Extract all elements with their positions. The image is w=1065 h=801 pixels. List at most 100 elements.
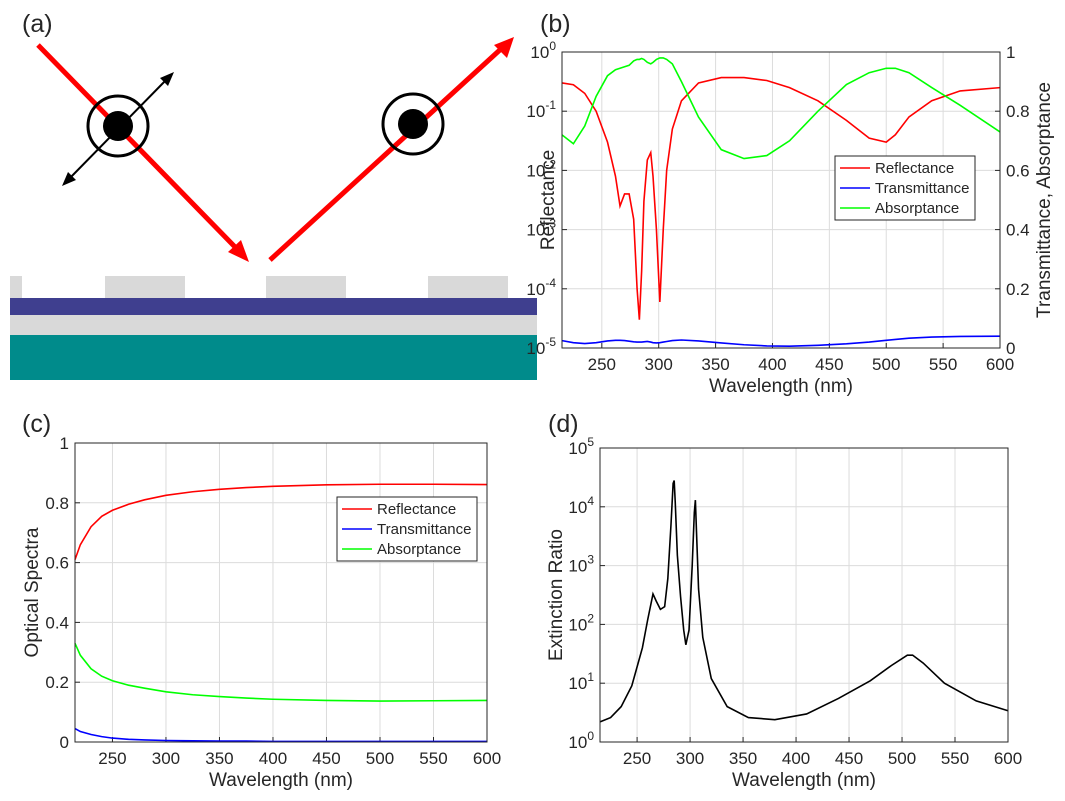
- tick-base: 10: [526, 339, 545, 358]
- tick-exponent: -2: [545, 157, 556, 171]
- y-tick-label: 0: [60, 733, 69, 752]
- x-tick-label: 600: [986, 355, 1014, 374]
- data-line: [561, 57, 1001, 160]
- tick-base: 10: [526, 221, 545, 240]
- y-tick-label: 10-4: [526, 276, 556, 299]
- y2-tick-label: 0.2: [1006, 280, 1030, 299]
- y-tick-label: 102: [568, 611, 594, 634]
- legend-label: Transmittance: [875, 180, 969, 197]
- x-tick-label: 550: [929, 355, 957, 374]
- x-tick-label: 300: [152, 749, 180, 768]
- tick-exponent: 2: [587, 611, 594, 625]
- data-line: [561, 335, 1001, 348]
- x-tick-label: 450: [835, 749, 863, 768]
- x-axis-label: Wavelength (nm): [732, 770, 876, 791]
- y-tick-label: 0.4: [45, 613, 69, 632]
- grating-block: [428, 276, 508, 298]
- tick-exponent: -3: [545, 217, 556, 231]
- x-tick-label: 250: [623, 749, 651, 768]
- y2-tick-label: 0.8: [1006, 102, 1030, 121]
- tick-base: 10: [526, 161, 545, 180]
- plot-frame: [561, 51, 1001, 349]
- plot-background: [600, 448, 1008, 742]
- data-line: [561, 76, 1001, 320]
- polarization-ring: [86, 94, 150, 158]
- tick-exponent: 1: [587, 670, 594, 684]
- grating-block: [105, 276, 185, 298]
- tick-exponent: 4: [587, 494, 594, 508]
- y2-tick-label: 1: [1006, 43, 1015, 62]
- data-line: [74, 483, 488, 560]
- y-tick-label: 10-3: [526, 217, 556, 240]
- legend-label: Transmittance: [377, 521, 471, 538]
- y-tick-label: 0.8: [45, 494, 69, 513]
- x-tick-label: 600: [994, 749, 1022, 768]
- x-tick-label: 500: [366, 749, 394, 768]
- x-tick-label: 400: [758, 355, 786, 374]
- y-tick-label: 105: [568, 435, 594, 458]
- incident-beam: [36, 43, 238, 250]
- y-tick-label: 104: [568, 494, 594, 517]
- diagram: (a): [10, 10, 537, 380]
- y2-tick-label: 0: [1006, 339, 1015, 358]
- tick-exponent: 3: [587, 553, 594, 567]
- tick-exponent: -5: [545, 335, 556, 349]
- tick-base: 10: [568, 557, 587, 576]
- x-tick-label: 300: [676, 749, 704, 768]
- tick-exponent: 5: [587, 435, 594, 449]
- legend-label: Reflectance: [377, 501, 456, 518]
- y-tick-label: 0.6: [45, 554, 69, 573]
- x-axis-label: Wavelength (nm): [709, 376, 853, 397]
- grating-block: [10, 276, 22, 298]
- y-axis-label: Reflectance: [538, 150, 559, 250]
- grating-block: [266, 276, 346, 298]
- y-tick-label: 100: [530, 39, 556, 62]
- tick-base: 10: [568, 439, 587, 458]
- y2-axis-label: Transmittance, Absorptance: [1034, 82, 1055, 318]
- arrow-head: [228, 240, 249, 262]
- y-tick-label: 103: [568, 553, 594, 576]
- x-tick-label: 250: [588, 355, 616, 374]
- x-tick-label: 250: [98, 749, 126, 768]
- tick-base: 10: [526, 102, 545, 121]
- x-tick-label: 400: [782, 749, 810, 768]
- tick-exponent: -4: [545, 276, 556, 290]
- plot-frame: [599, 447, 1009, 743]
- panel-label: (b): [540, 10, 571, 38]
- metal-layer: [10, 298, 537, 315]
- panel-label: (c): [22, 410, 51, 438]
- polarization-ring: [381, 92, 445, 156]
- x-tick-label: 550: [941, 749, 969, 768]
- x-tick-label: 350: [205, 749, 233, 768]
- arrow-head: [62, 172, 76, 186]
- y-tick-label: 0.2: [45, 673, 69, 692]
- tick-base: 10: [530, 43, 549, 62]
- tick-base: 10: [526, 280, 545, 299]
- panel-label: (d): [548, 410, 579, 438]
- x-tick-label: 450: [312, 749, 340, 768]
- plot-frame: [74, 442, 488, 743]
- y2-tick-label: 0.6: [1006, 161, 1030, 180]
- y-tick-label: 10-2: [526, 157, 556, 180]
- arrow-head: [494, 37, 514, 58]
- polarization-dot: [103, 111, 133, 141]
- data-line: [74, 727, 487, 743]
- plot-background: [75, 443, 487, 742]
- x-axis-label: Wavelength (nm): [209, 770, 353, 791]
- tick-base: 10: [568, 615, 587, 634]
- legend-label: Absorptance: [875, 200, 959, 217]
- y-tick-label: 100: [568, 729, 594, 752]
- x-tick-label: 300: [645, 355, 673, 374]
- y-tick-label: 1: [60, 434, 69, 453]
- data-line: [599, 480, 1009, 723]
- x-tick-label: 450: [815, 355, 843, 374]
- tick-exponent: 0: [587, 729, 594, 743]
- x-tick-label: 400: [259, 749, 287, 768]
- data-line: [74, 643, 488, 702]
- x-tick-label: 500: [872, 355, 900, 374]
- tick-base: 10: [568, 733, 587, 752]
- tick-exponent: -1: [545, 98, 556, 112]
- substrate: [10, 335, 537, 380]
